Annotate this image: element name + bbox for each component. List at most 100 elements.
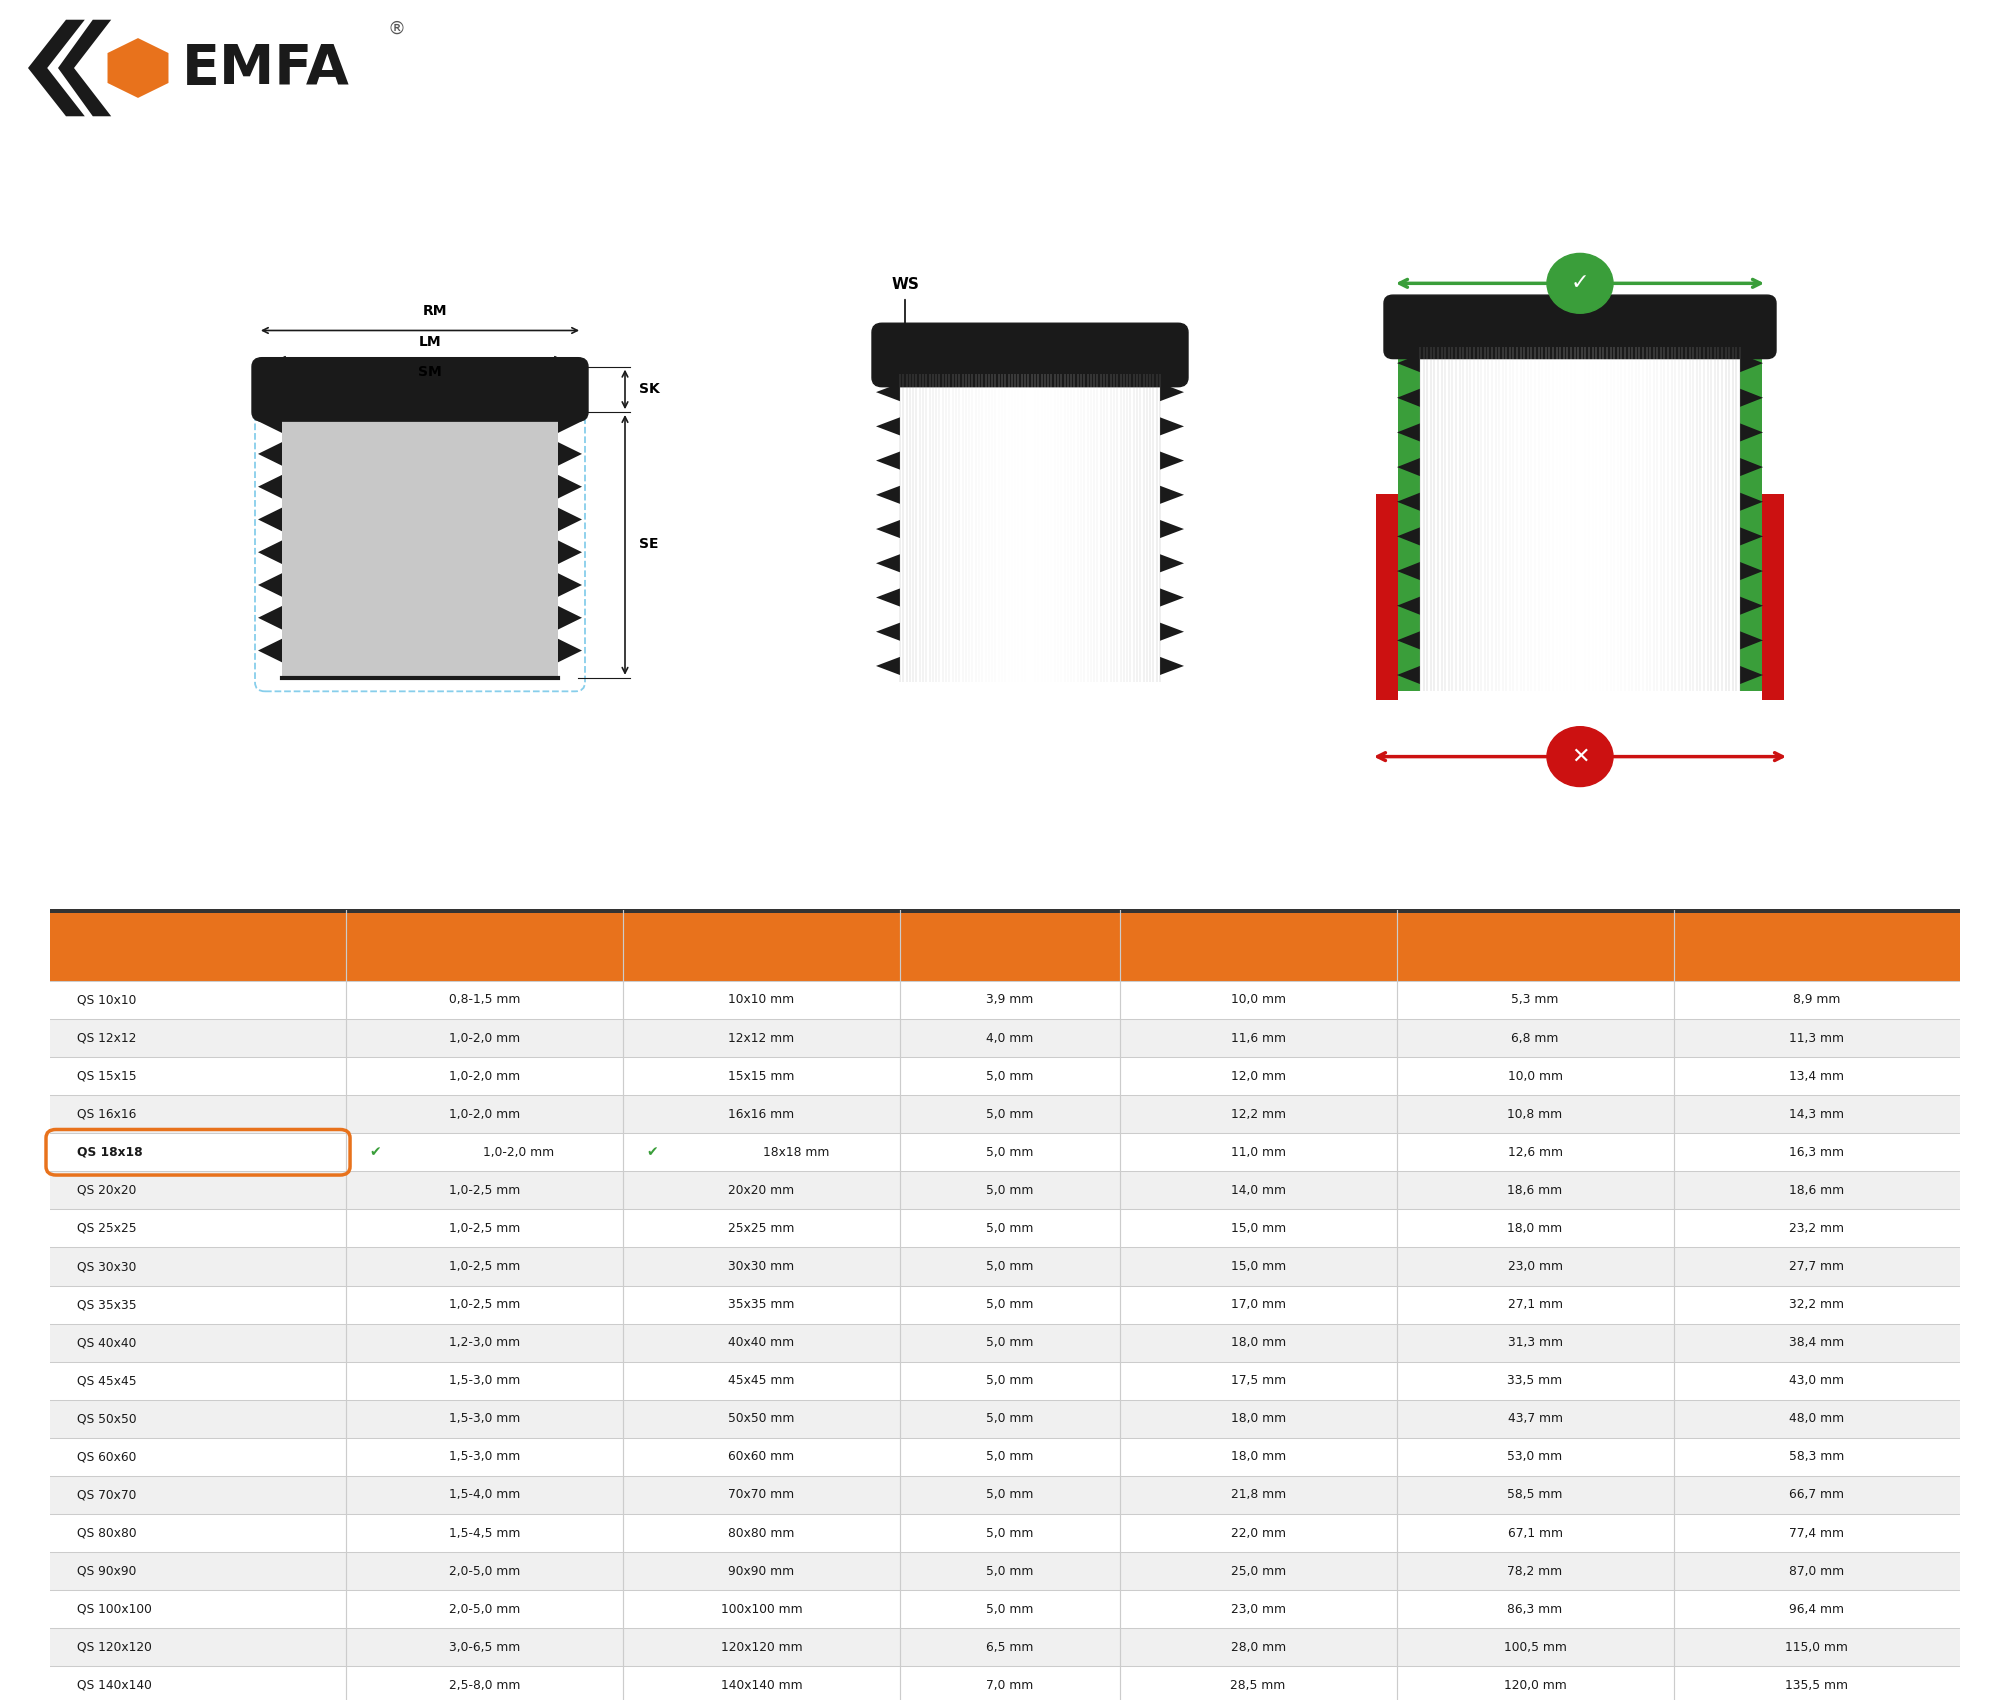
Text: 5,0 mm: 5,0 mm [986, 1450, 1034, 1464]
FancyBboxPatch shape [252, 357, 588, 422]
Text: 5,0 mm: 5,0 mm [986, 1336, 1034, 1350]
Text: 30x30 mm: 30x30 mm [728, 1260, 794, 1273]
Text: 38,4 mm: 38,4 mm [1790, 1336, 1844, 1350]
Polygon shape [876, 622, 900, 641]
Polygon shape [558, 639, 582, 663]
Text: 3,9 mm: 3,9 mm [986, 993, 1034, 1006]
Text: 87,0 mm: 87,0 mm [1790, 1564, 1844, 1578]
Polygon shape [258, 541, 282, 564]
Text: 18,0 mm: 18,0 mm [1230, 1450, 1286, 1464]
Polygon shape [258, 508, 282, 530]
Text: 2,5-8,0 mm: 2,5-8,0 mm [448, 1680, 520, 1692]
Polygon shape [876, 656, 900, 675]
Bar [1740, 347, 1762, 692]
Text: 43,0 mm: 43,0 mm [1790, 1374, 1844, 1387]
Text: 20x20 mm: 20x20 mm [728, 1183, 794, 1197]
Text: QS 12x12: QS 12x12 [76, 1032, 136, 1044]
Text: 60x60 mm: 60x60 mm [728, 1450, 794, 1464]
Text: 28,5 mm: 28,5 mm [1230, 1680, 1286, 1692]
Polygon shape [876, 588, 900, 607]
Text: Louver
dimensions [LM]: Louver dimensions [LM] [1754, 930, 1878, 960]
Text: QS 60x60: QS 60x60 [76, 1450, 136, 1464]
Text: 18,0 mm: 18,0 mm [1508, 1222, 1562, 1234]
Text: SM: SM [418, 364, 442, 379]
Polygon shape [1396, 527, 1420, 546]
Text: 11,0 mm: 11,0 mm [1230, 1146, 1286, 1159]
Text: 5,0 mm: 5,0 mm [986, 1374, 1034, 1387]
Polygon shape [1160, 486, 1184, 503]
Text: 67,1 mm: 67,1 mm [1508, 1527, 1562, 1540]
Polygon shape [558, 605, 582, 629]
Text: Thickness
[SK]: Thickness [SK] [972, 930, 1046, 960]
Text: 40x40 mm: 40x40 mm [728, 1336, 794, 1350]
Text: 15,0 mm: 15,0 mm [1230, 1260, 1286, 1273]
Text: ✔: ✔ [646, 1146, 658, 1159]
Polygon shape [876, 452, 900, 469]
Text: Article number: Article number [142, 938, 254, 952]
Text: 8,9 mm: 8,9 mm [1794, 993, 1840, 1006]
Polygon shape [258, 573, 282, 597]
Text: 100x100 mm: 100x100 mm [720, 1603, 802, 1615]
Text: Shaft length [SE]: Shaft length [SE] [1194, 938, 1322, 952]
Text: 5,0 mm: 5,0 mm [986, 1069, 1034, 1083]
Text: SE: SE [640, 537, 658, 551]
Text: 32,2 mm: 32,2 mm [1790, 1299, 1844, 1311]
Polygon shape [258, 410, 282, 434]
Text: 3,0-6,5 mm: 3,0-6,5 mm [448, 1640, 520, 1654]
Polygon shape [1396, 631, 1420, 649]
Text: QS 35x35: QS 35x35 [76, 1299, 136, 1311]
Text: 1,0-2,0 mm: 1,0-2,0 mm [448, 1108, 520, 1120]
Text: 31,3 mm: 31,3 mm [1508, 1336, 1562, 1350]
Text: 14,0 mm: 14,0 mm [1230, 1183, 1286, 1197]
Text: ✕: ✕ [1570, 746, 1590, 767]
Text: 58,5 mm: 58,5 mm [1508, 1489, 1562, 1501]
Text: 2,0-5,0 mm: 2,0-5,0 mm [448, 1603, 520, 1615]
Text: 77,4 mm: 77,4 mm [1790, 1527, 1844, 1540]
Bar [1762, 493, 1784, 700]
Polygon shape [876, 416, 900, 435]
Text: 10,0 mm: 10,0 mm [1230, 993, 1286, 1006]
Text: 5,3 mm: 5,3 mm [1512, 993, 1558, 1006]
Text: QS 20x20: QS 20x20 [76, 1183, 136, 1197]
Text: QS 100x100: QS 100x100 [76, 1603, 152, 1615]
Polygon shape [558, 410, 582, 434]
Text: QS 90x90: QS 90x90 [76, 1564, 136, 1578]
Polygon shape [1160, 622, 1184, 641]
Text: 70x70 mm: 70x70 mm [728, 1489, 794, 1501]
Text: 12,0 mm: 12,0 mm [1230, 1069, 1286, 1083]
Polygon shape [558, 573, 582, 597]
Text: 10x10 mm: 10x10 mm [728, 993, 794, 1006]
Text: 45x45 mm: 45x45 mm [728, 1374, 794, 1387]
Text: 1,0-2,0 mm: 1,0-2,0 mm [484, 1146, 554, 1159]
Text: 140x140 mm: 140x140 mm [720, 1680, 802, 1692]
Text: 5,0 mm: 5,0 mm [986, 1108, 1034, 1120]
Polygon shape [1160, 382, 1184, 401]
Polygon shape [1396, 457, 1420, 476]
Text: QS 25x25: QS 25x25 [76, 1222, 136, 1234]
Circle shape [1548, 253, 1612, 313]
Text: 80x80 mm: 80x80 mm [728, 1527, 794, 1540]
Polygon shape [558, 442, 582, 466]
Text: 53,0 mm: 53,0 mm [1508, 1450, 1562, 1464]
Text: 15x15 mm: 15x15 mm [728, 1069, 794, 1083]
Text: 33,5 mm: 33,5 mm [1508, 1374, 1562, 1387]
Text: QS 120x120: QS 120x120 [76, 1640, 152, 1654]
Text: QS 40x40: QS 40x40 [76, 1336, 136, 1350]
Text: QS 16x16: QS 16x16 [76, 1108, 136, 1120]
Polygon shape [1740, 457, 1764, 476]
Text: 5,0 mm: 5,0 mm [986, 1183, 1034, 1197]
Text: 48,0 mm: 48,0 mm [1790, 1413, 1844, 1425]
Text: Wall thickness
[WS]: Wall thickness [WS] [430, 930, 538, 960]
FancyBboxPatch shape [1384, 296, 1776, 359]
Text: 58,3 mm: 58,3 mm [1790, 1450, 1844, 1464]
Text: 50x50 mm: 50x50 mm [728, 1413, 794, 1425]
Polygon shape [1160, 520, 1184, 539]
Text: 5,0 mm: 5,0 mm [986, 1564, 1034, 1578]
Bar [1376, 493, 1398, 700]
Text: 23,0 mm: 23,0 mm [1508, 1260, 1562, 1273]
Text: 6,8 mm: 6,8 mm [1512, 1032, 1558, 1044]
Polygon shape [1740, 423, 1764, 442]
Polygon shape [1740, 631, 1764, 649]
Polygon shape [108, 37, 168, 99]
Text: QS 18x18: QS 18x18 [76, 1146, 142, 1159]
